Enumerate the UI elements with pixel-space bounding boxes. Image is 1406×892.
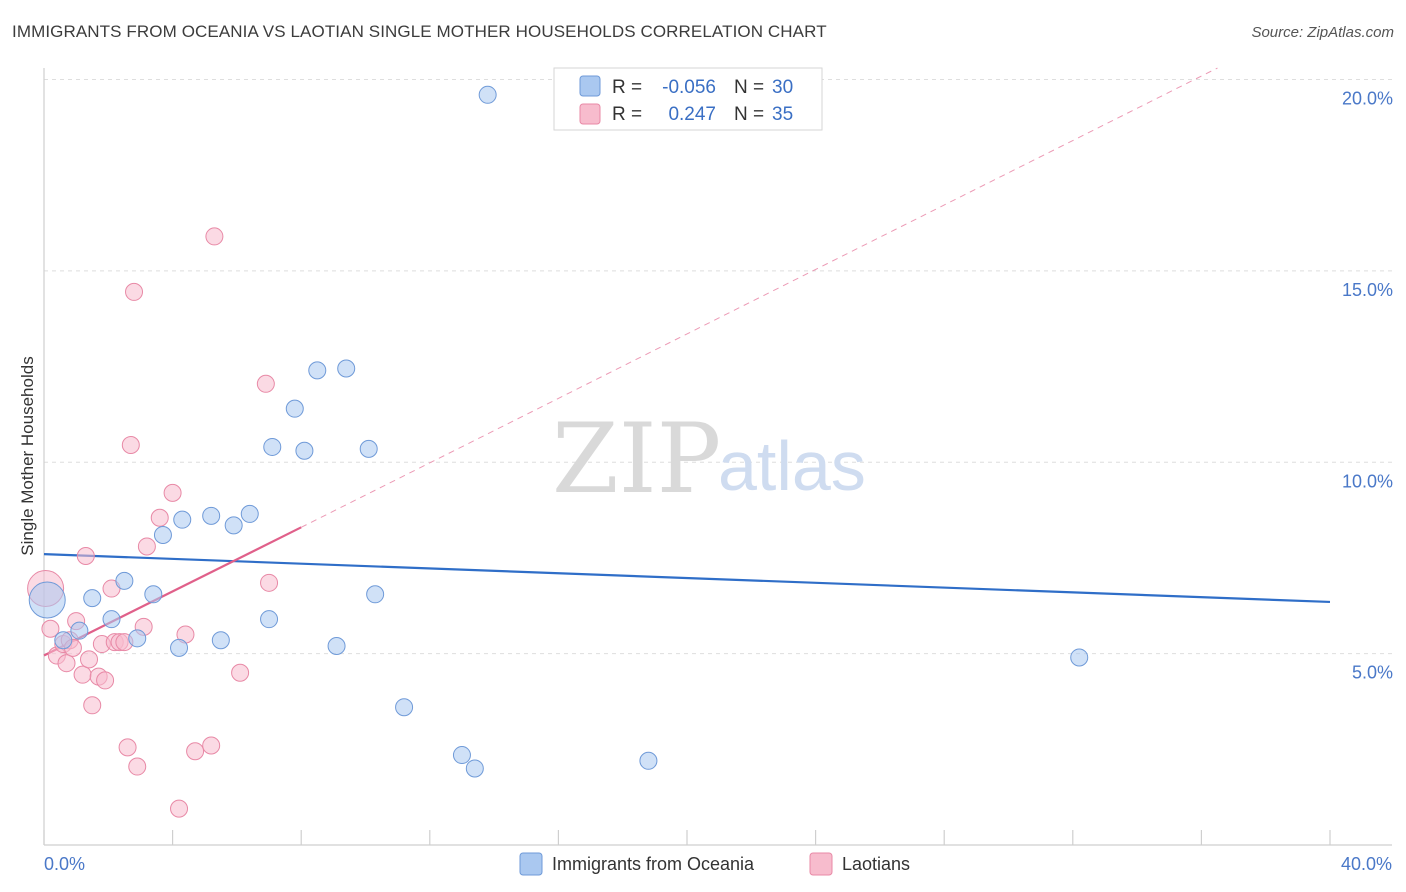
data-point: [128, 757, 147, 776]
legend-n-label-oceania: N =: [734, 77, 764, 98]
data-point: [83, 589, 102, 608]
data-point: [263, 437, 282, 456]
data-point: [639, 751, 658, 770]
y-tick-label: 5.0%: [1352, 663, 1393, 683]
data-point: [202, 506, 221, 525]
x-ticks: [43, 830, 1331, 845]
data-point: [224, 516, 243, 535]
data-point: [125, 282, 144, 301]
legend-n-value-oceania: 30: [772, 77, 793, 98]
legend-n-label-laotians: N =: [734, 104, 764, 125]
data-point: [256, 374, 275, 393]
data-point: [285, 399, 304, 418]
chart-title: IMMIGRANTS FROM OCEANIA VS LAOTIAN SINGL…: [12, 22, 827, 41]
data-point: [260, 573, 279, 592]
data-point: [395, 698, 414, 717]
data-point: [359, 439, 378, 458]
legend-n-value-laotians: 35: [772, 104, 793, 125]
data-points: [27, 85, 1089, 818]
legend-swatch-laotians: [579, 103, 601, 125]
data-point: [170, 638, 189, 657]
data-point: [70, 621, 89, 640]
legend-r-label-oceania: R =: [612, 77, 642, 98]
series-legend-swatch-laotians: [809, 852, 833, 876]
data-point: [115, 571, 134, 590]
data-point: [76, 547, 95, 566]
data-point: [137, 537, 156, 556]
gridlines: [44, 79, 1392, 655]
data-point: [1070, 648, 1089, 667]
data-point: [83, 696, 102, 715]
data-point: [366, 585, 385, 604]
series-legend-label-laotians: Laotians: [842, 854, 910, 874]
data-point: [121, 436, 140, 455]
data-point: [54, 631, 73, 650]
watermark-zip: ZIP: [552, 403, 721, 515]
legend-r-value-laotians: 0.247: [668, 104, 716, 125]
legend-swatch-oceania: [579, 75, 601, 97]
series-legend: Immigrants from Oceania Laotians: [519, 852, 910, 876]
data-point: [153, 525, 172, 544]
series-legend-label-oceania: Immigrants from Oceania: [552, 854, 755, 874]
y-tick-labels: 5.0% 10.0% 15.0% 20.0%: [1342, 89, 1393, 683]
x-tick-label-min: 0.0%: [44, 854, 85, 874]
data-point: [260, 610, 279, 629]
data-point: [295, 441, 314, 460]
data-point: [150, 508, 169, 527]
y-axis-label: Single Mother Households: [18, 356, 37, 555]
y-tick-label: 20.0%: [1342, 89, 1393, 109]
data-point: [73, 665, 92, 684]
data-point: [163, 483, 182, 502]
data-point: [240, 504, 259, 523]
data-point: [186, 742, 205, 761]
data-point: [80, 650, 99, 669]
data-point: [170, 799, 189, 818]
y-tick-label: 15.0%: [1342, 280, 1393, 300]
y-tick-label: 10.0%: [1342, 471, 1393, 491]
data-point: [144, 585, 163, 604]
data-point: [308, 361, 327, 380]
series-legend-swatch-oceania: [519, 852, 543, 876]
data-point: [327, 636, 346, 655]
data-point: [118, 738, 137, 757]
legend-r-value-oceania: -0.056: [662, 77, 716, 98]
trend-line-dashed-1: [300, 67, 1218, 528]
stats-legend: R = -0.056 N = 30 R = 0.247 N = 35: [553, 67, 823, 131]
data-point: [173, 510, 192, 529]
data-point: [231, 663, 250, 682]
trend-lines: [43, 67, 1331, 657]
data-point: [202, 736, 221, 755]
data-point: [452, 746, 471, 765]
source-label: Source: ZipAtlas.com: [1251, 24, 1394, 41]
data-point: [465, 759, 484, 778]
data-point: [102, 610, 121, 629]
data-point: [211, 631, 230, 650]
data-point: [41, 619, 60, 638]
data-point: [337, 359, 356, 378]
data-point: [478, 85, 497, 104]
x-tick-label-max: 40.0%: [1341, 854, 1392, 874]
data-point: [205, 227, 224, 246]
watermark-atlas: atlas: [718, 427, 866, 505]
trend-line-0: [43, 553, 1331, 604]
legend-r-label-laotians: R =: [612, 104, 642, 125]
data-point: [57, 654, 76, 673]
data-point: [96, 671, 115, 690]
data-point: [128, 629, 147, 648]
data-point: [28, 581, 66, 619]
